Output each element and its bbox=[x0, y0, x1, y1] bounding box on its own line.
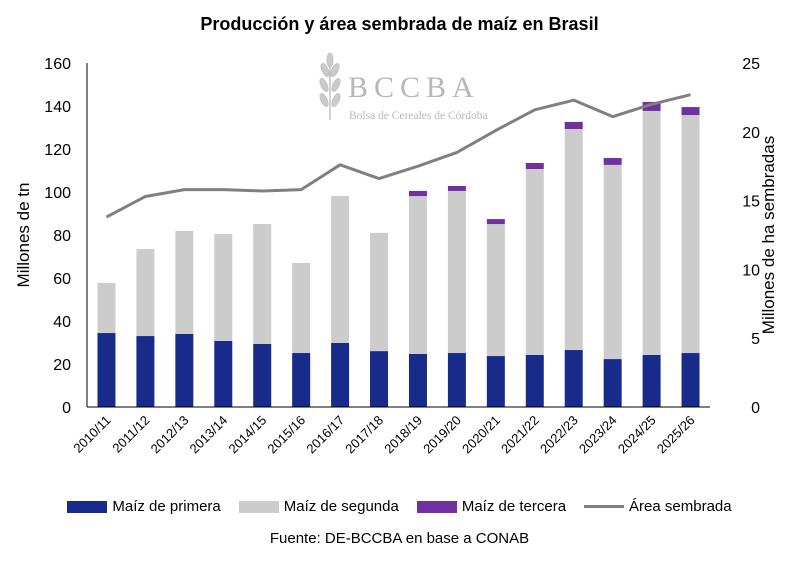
bar-maíz-de-primera bbox=[681, 353, 700, 407]
legend-label: Maíz de segunda bbox=[283, 498, 399, 515]
y2-tick-label: 25 bbox=[742, 56, 760, 73]
y-axis-title: Millones de tn bbox=[14, 183, 33, 288]
y-tick-label: 100 bbox=[44, 185, 71, 202]
legend-label: Maíz de primera bbox=[112, 498, 221, 515]
bar-maíz-de-primera bbox=[564, 350, 583, 407]
bar-maíz-de-tercera bbox=[486, 219, 505, 225]
y2-tick-label: 0 bbox=[751, 400, 760, 417]
bar-maíz-de-segunda bbox=[214, 233, 233, 341]
bar-maíz-de-segunda bbox=[447, 190, 466, 354]
bar-maíz-de-segunda bbox=[486, 224, 505, 357]
bar-maíz-de-primera bbox=[136, 336, 155, 407]
bar-maíz-de-primera bbox=[97, 333, 116, 407]
y-tick-label: 80 bbox=[53, 228, 71, 245]
y2-tick-label: 15 bbox=[742, 194, 760, 211]
wheat-icon bbox=[319, 52, 341, 120]
bar-maíz-de-segunda bbox=[642, 110, 661, 355]
y-tick-label: 120 bbox=[44, 142, 71, 159]
x-tick-label: 2012/13 bbox=[148, 413, 192, 457]
bar-maíz-de-primera bbox=[370, 351, 389, 407]
x-tick-label: 2016/17 bbox=[303, 413, 347, 457]
x-tick-label: 2010/11 bbox=[70, 413, 113, 456]
bar-maíz-de-primera bbox=[331, 342, 350, 407]
bar-maíz-de-tercera bbox=[642, 101, 661, 111]
x-tick-label: 2013/14 bbox=[187, 413, 231, 457]
bar-maíz-de-tercera bbox=[603, 158, 622, 165]
bar-maíz-de-segunda bbox=[136, 248, 155, 337]
x-tick-label: 2020/21 bbox=[459, 413, 503, 457]
bar-maíz-de-primera bbox=[486, 356, 505, 407]
y-tick-label: 140 bbox=[44, 99, 71, 116]
bccba-logo: BCCBA Bolsa de Cereales de Córdoba bbox=[319, 52, 488, 122]
bar-maíz-de-primera bbox=[603, 359, 622, 407]
x-tick-label: 2025/26 bbox=[654, 413, 698, 457]
bar-maíz-de-segunda bbox=[370, 232, 389, 352]
legend-swatch bbox=[416, 500, 457, 513]
legend-swatch bbox=[67, 500, 108, 513]
legend-label: Área sembrada bbox=[629, 498, 732, 515]
bar-maíz-de-primera bbox=[214, 340, 233, 407]
legend: Maíz de primera Maíz de segunda Maíz de … bbox=[0, 498, 799, 515]
x-tick-label: 2011/12 bbox=[109, 413, 152, 456]
x-tick-label: 2014/15 bbox=[225, 413, 269, 457]
chart-source: Fuente: DE-BCCBA en base a CONAB bbox=[269, 530, 530, 547]
legend-item-segunda: Maíz de segunda bbox=[238, 498, 399, 515]
bar-maíz-de-primera bbox=[408, 353, 427, 407]
bar-maíz-de-segunda bbox=[97, 282, 116, 334]
bar-maíz-de-primera bbox=[253, 344, 272, 407]
bar-maíz-de-segunda bbox=[253, 224, 272, 345]
y2-tick-label: 10 bbox=[742, 262, 760, 279]
x-tick-label: 2021/22 bbox=[498, 413, 542, 457]
y2-axis-title: Millones de ha sembradas bbox=[759, 136, 778, 334]
bar-maíz-de-tercera bbox=[525, 162, 544, 169]
y-tick-label: 20 bbox=[53, 357, 71, 374]
legend-label: Maíz de tercera bbox=[461, 498, 567, 515]
bar-maíz-de-primera bbox=[447, 353, 466, 407]
bar-maíz-de-segunda bbox=[525, 168, 544, 355]
bar-maíz-de-segunda bbox=[292, 262, 311, 354]
chart-title: Producción y área sembrada de maíz en Br… bbox=[200, 14, 599, 34]
x-tick-label: 2023/24 bbox=[576, 413, 620, 457]
bar-maíz-de-primera bbox=[292, 353, 311, 407]
bar-maíz-de-segunda bbox=[408, 196, 427, 354]
bar-maíz-de-primera bbox=[642, 354, 661, 407]
bar-maíz-de-tercera bbox=[408, 190, 427, 197]
y-tick-label: 160 bbox=[44, 56, 71, 73]
bar-maíz-de-segunda bbox=[603, 164, 622, 360]
x-tick-label: 2015/16 bbox=[264, 413, 308, 457]
y-tick-label: 60 bbox=[53, 271, 71, 288]
legend-item-area: Área sembrada bbox=[584, 498, 732, 515]
x-tick-label: 2022/23 bbox=[537, 413, 581, 457]
y-tick-label: 0 bbox=[62, 400, 71, 417]
x-tick-label: 2018/19 bbox=[381, 413, 425, 457]
y2-tick-label: 5 bbox=[751, 331, 760, 348]
bar-maíz-de-primera bbox=[175, 333, 194, 407]
x-tick-label: 2019/20 bbox=[420, 413, 464, 457]
bar-maíz-de-tercera bbox=[681, 107, 700, 116]
bar-maíz-de-tercera bbox=[447, 185, 466, 191]
logo-subtitle: Bolsa de Cereales de Córdoba bbox=[349, 110, 488, 122]
y2-tick-label: 20 bbox=[742, 125, 760, 142]
legend-item-tercera: Maíz de tercera bbox=[416, 498, 567, 515]
bar-maíz-de-tercera bbox=[564, 121, 583, 130]
logo-name: BCCBA bbox=[348, 71, 480, 104]
legend-item-primera: Maíz de primera bbox=[67, 498, 221, 515]
y-tick-label: 40 bbox=[53, 314, 71, 331]
bar-maíz-de-segunda bbox=[331, 196, 350, 343]
bar-maíz-de-primera bbox=[525, 354, 544, 407]
legend-line bbox=[584, 505, 625, 508]
x-tick-label: 2024/25 bbox=[615, 413, 659, 457]
bar-maíz-de-segunda bbox=[681, 115, 700, 354]
bar-maíz-de-segunda bbox=[564, 129, 583, 351]
legend-swatch bbox=[238, 500, 279, 513]
x-tick-label: 2017/18 bbox=[342, 413, 386, 457]
area-sembrada-line bbox=[105, 93, 691, 219]
bar-maíz-de-segunda bbox=[175, 230, 194, 334]
